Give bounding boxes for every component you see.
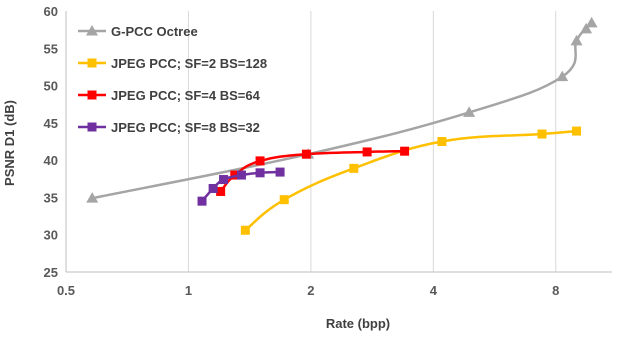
data-point <box>585 16 598 28</box>
data-point <box>537 129 547 139</box>
legend-label: JPEG PCC; SF=4 BS=64 <box>111 88 261 103</box>
legend-entry: JPEG PCC; SF=2 BS=128 <box>78 56 267 71</box>
legend-entry: G-PCC Octree <box>78 24 198 39</box>
series-4 <box>197 167 285 206</box>
data-point <box>570 34 583 46</box>
legend: G-PCC Octree JPEG PCC; SF=2 BS=128 JPEG PC… <box>78 24 267 135</box>
legend-swatch-marker <box>86 25 98 36</box>
y-tick-label: 55 <box>44 41 58 56</box>
data-point <box>219 175 229 185</box>
x-tick-label: 0.5 <box>57 283 75 298</box>
legend-label: JPEG PCC; SF=8 BS=32 <box>111 120 260 135</box>
legend-swatch-marker <box>87 58 97 68</box>
data-point <box>400 146 410 156</box>
y-axis-title: PSNR D1 (dB) <box>2 100 17 186</box>
data-point <box>275 167 285 177</box>
data-point <box>362 147 372 157</box>
data-point <box>86 192 99 203</box>
y-tick-label: 40 <box>44 153 58 168</box>
legend-swatch-marker <box>87 90 97 100</box>
series-2 <box>240 126 582 235</box>
data-point <box>208 183 218 193</box>
data-point <box>556 70 569 82</box>
y-tick-label: 35 <box>44 190 58 205</box>
series-1 <box>86 16 598 203</box>
data-point <box>349 163 359 173</box>
data-point <box>580 22 593 34</box>
data-point <box>197 196 207 206</box>
y-tick-label: 50 <box>44 79 58 94</box>
y-tick-label: 60 <box>44 4 58 19</box>
x-tick-label: 2 <box>307 283 314 298</box>
data-point <box>255 156 265 166</box>
legend-entry: JPEG PCC; SF=4 BS=64 <box>78 88 261 103</box>
y-tick-label: 45 <box>44 116 58 131</box>
axes: 25 30 35 40 45 50 55 60 0.5 1 2 4 8 <box>44 4 612 298</box>
x-tick-label: 8 <box>552 283 559 298</box>
data-point <box>437 137 447 146</box>
data-point <box>240 225 250 235</box>
legend-label: G-PCC Octree <box>111 24 198 39</box>
series-layer <box>86 16 598 235</box>
x-tick-label: 4 <box>430 283 438 298</box>
data-point <box>463 106 476 117</box>
data-point <box>301 149 311 159</box>
data-point <box>279 195 289 205</box>
grid-lines <box>187 11 557 272</box>
y-tick-label: 25 <box>44 265 58 280</box>
data-point <box>255 168 265 178</box>
legend-entry: JPEG PCC; SF=8 BS=32 <box>78 120 260 135</box>
series-line <box>244 129 577 232</box>
data-point <box>216 186 226 196</box>
legend-swatch-marker <box>87 122 97 132</box>
data-point <box>572 126 582 136</box>
data-point <box>236 170 246 180</box>
x-axis-title: Rate (bpp) <box>326 316 390 331</box>
legend-label: JPEG PCC; SF=2 BS=128 <box>111 56 267 71</box>
y-tick-label: 30 <box>44 228 58 243</box>
x-tick-label: 1 <box>185 283 192 298</box>
